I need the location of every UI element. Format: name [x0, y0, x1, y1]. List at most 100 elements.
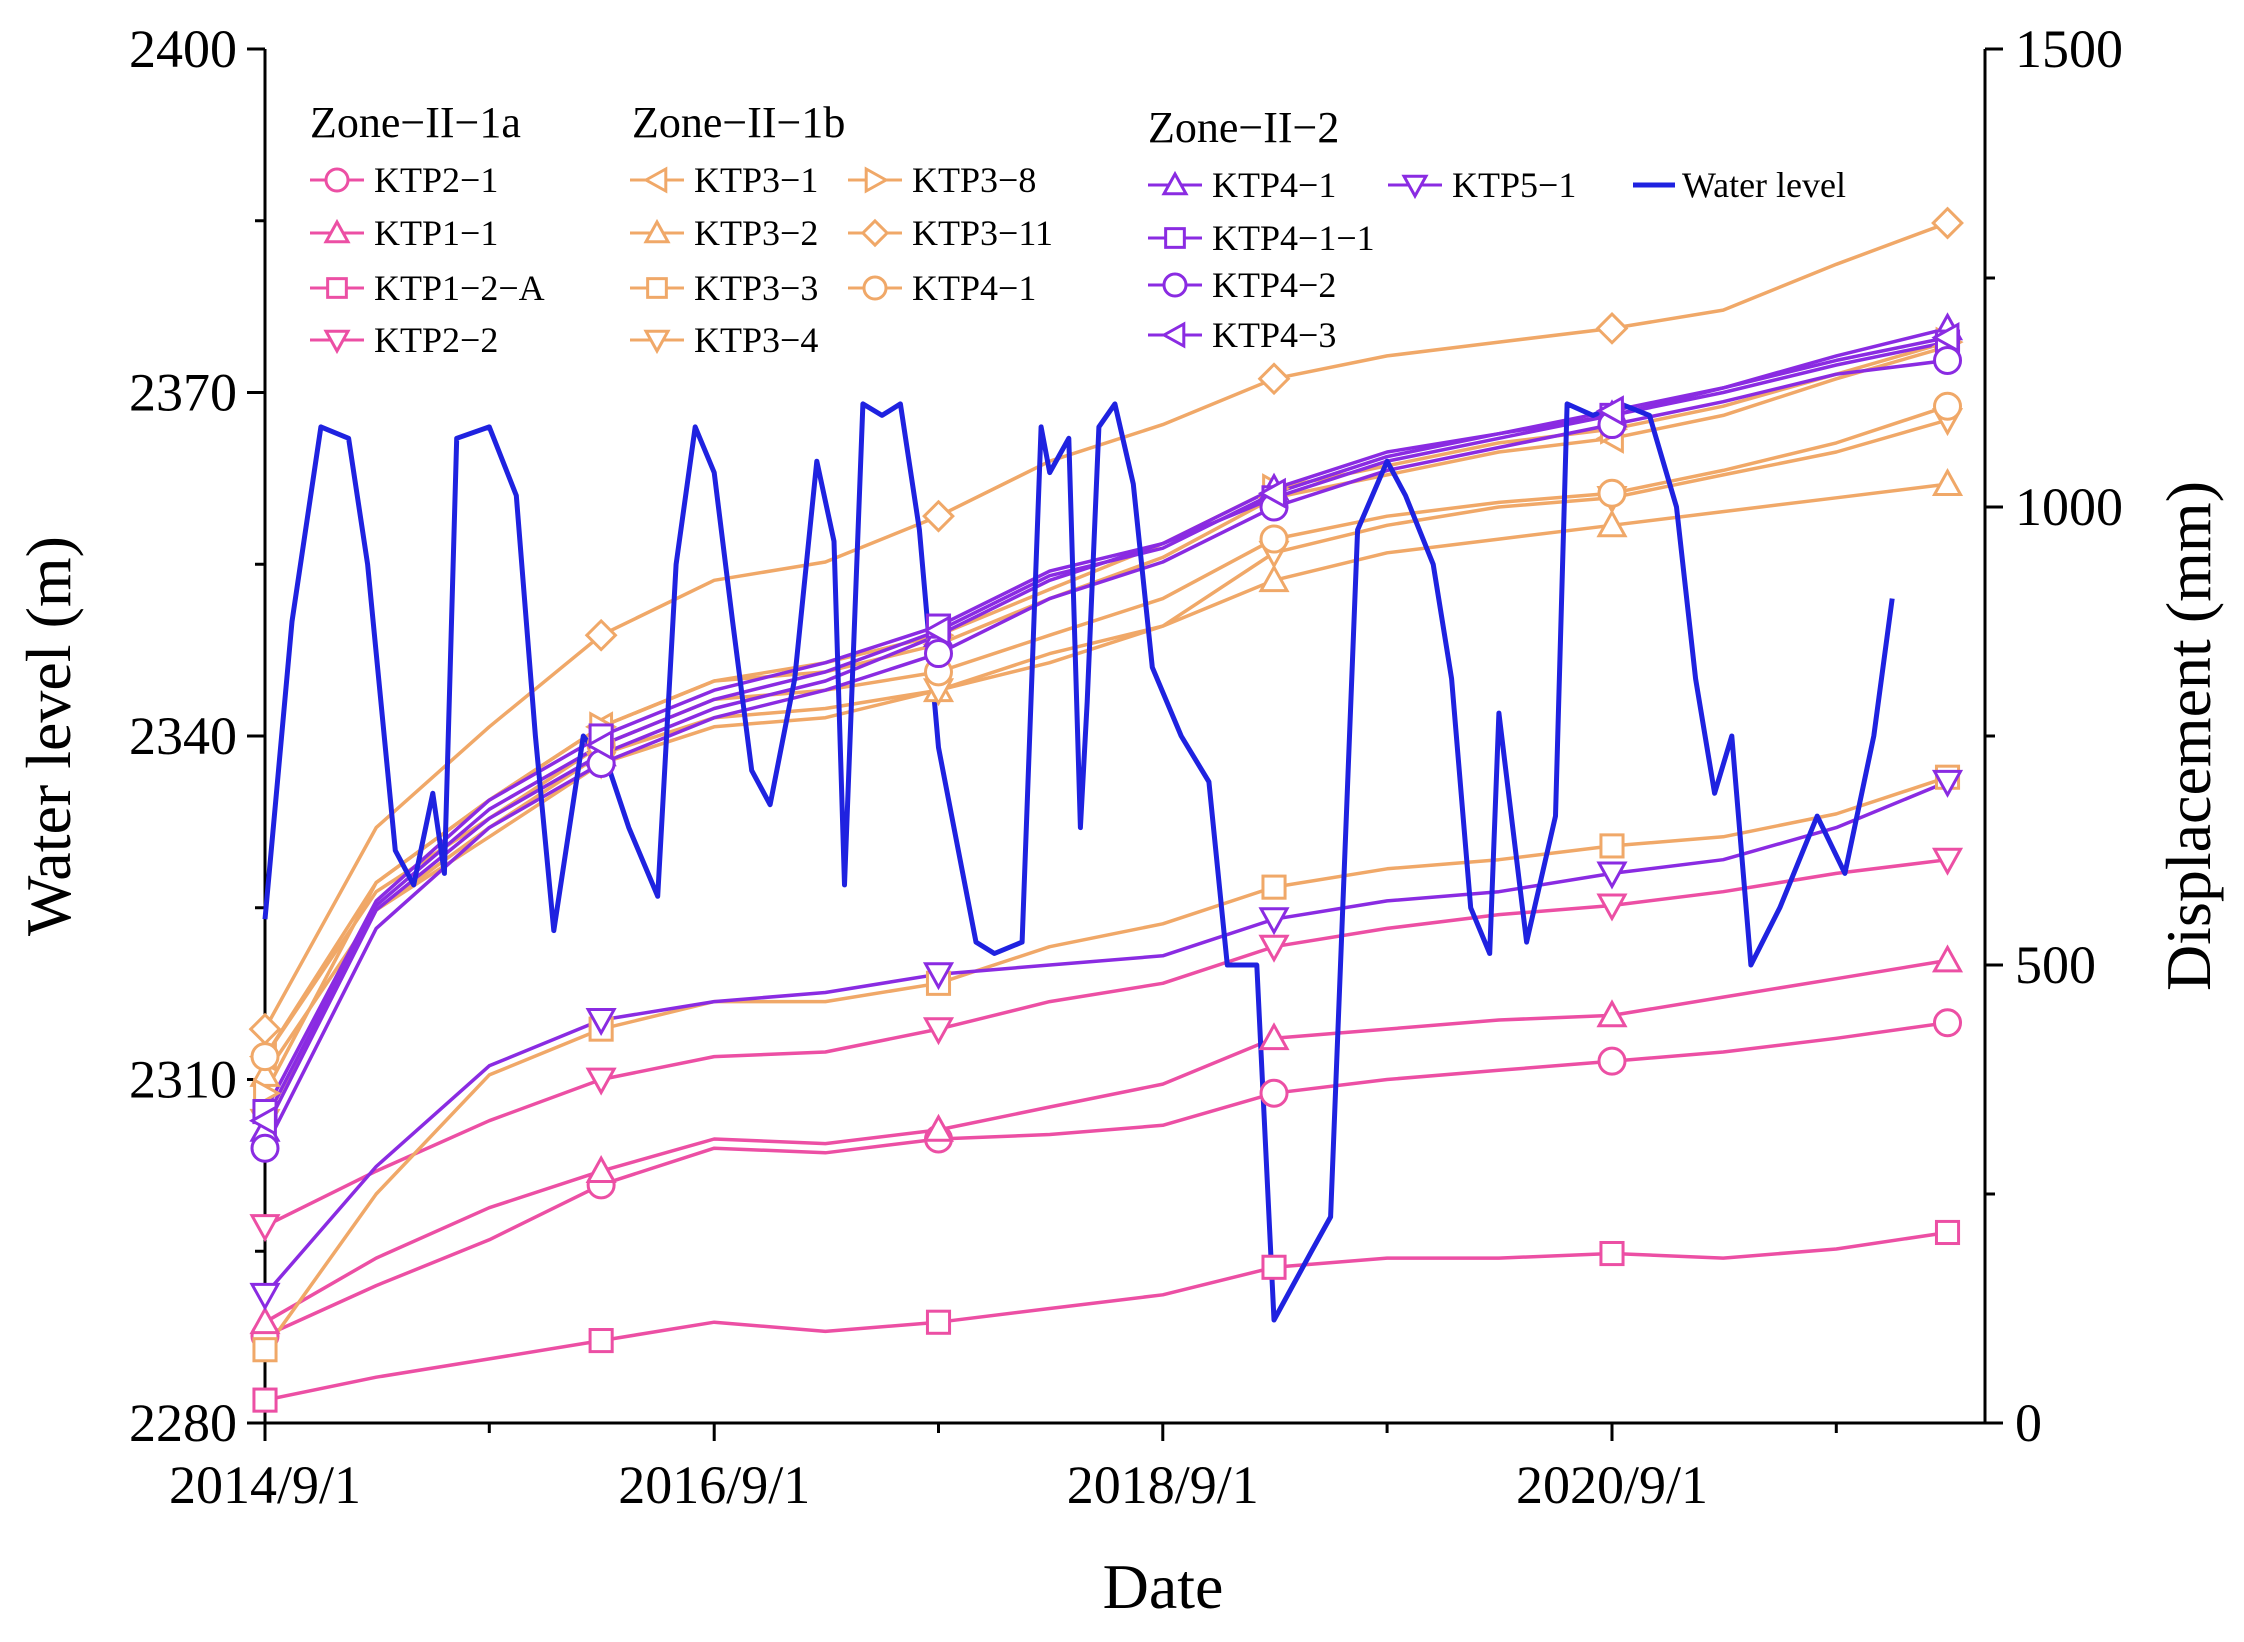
legend-label: KTP4−1 — [1212, 165, 1336, 205]
data-point-ktp2-2 — [585, 1067, 617, 1096]
legend-zone-title: Zone−II−2 — [1148, 103, 1339, 152]
markers-layer — [248, 206, 1964, 1413]
data-point-ktp5-1 — [585, 1008, 617, 1037]
legend-entry-ktp3-8: KTP3−8 — [848, 160, 1036, 200]
legend-entry-ktp2-2: KTP2−2 — [310, 320, 498, 360]
data-point-ktp3-11 — [1257, 362, 1291, 396]
series-line-zone_1a-ktp1-1 — [264, 958, 1948, 1324]
data-point-ktp1-1 — [1258, 1022, 1290, 1051]
legend-marker-ktp3-2 — [643, 218, 671, 244]
x-tick-label: 2018/9/1 — [1067, 1455, 1259, 1515]
left-tick-label: 2370 — [129, 363, 237, 423]
data-point-ktp4-3 — [922, 615, 951, 647]
legend-entry-ktp4-1-1: KTP4−1−1 — [1148, 218, 1375, 258]
legend-marker-ktp3-11 — [860, 218, 890, 248]
data-point-ktp5-1 — [922, 962, 955, 991]
data-point-ktp1-1 — [585, 1155, 617, 1183]
data-point-ktp4-1 — [1259, 524, 1289, 554]
data-point-ktp4-3 — [1257, 477, 1286, 509]
data-point-ktp2-2 — [922, 1017, 955, 1046]
data-point-ktp2-2 — [1258, 934, 1290, 963]
y-axis-title-left: Water level (m) — [13, 536, 84, 936]
data-point-ktp5-1 — [1258, 907, 1290, 936]
x-tick-label: 2016/9/1 — [618, 1455, 810, 1515]
legend-entry-ktp1-1: KTP1−1 — [310, 213, 498, 253]
legend-marker-ktp4-1-1 — [1164, 227, 1186, 249]
legend-label: KTP3−2 — [694, 213, 818, 253]
legend-label: KTP4−2 — [1212, 265, 1336, 305]
legend-entry-ktp3-11: KTP3−11 — [848, 213, 1053, 253]
legend-marker-ktp4-1 — [1161, 170, 1189, 196]
data-point-ktp4-3 — [1931, 321, 1960, 354]
legend-label: KTP5−1 — [1452, 165, 1576, 205]
right-tick-label: 1500 — [2015, 19, 2123, 79]
legend-label: KTP3−11 — [912, 213, 1053, 253]
data-point-ktp1-1 — [922, 1113, 955, 1142]
data-point-ktp2-1 — [1597, 1046, 1627, 1076]
legend-label: KTP2−1 — [374, 160, 498, 200]
left-tick-label: 2310 — [129, 1050, 237, 1110]
legend-marker-ktp4-2 — [1162, 272, 1188, 298]
legend-entry-ktp5-1: KTP5−1 — [1388, 165, 1576, 205]
legend-label: KTP1−1 — [374, 213, 498, 253]
legend-label: KTP3−1 — [694, 160, 818, 200]
series-line-zone_1b-ktp3-8 — [263, 340, 1948, 1095]
legend-entry-ktp2-1: KTP2−1 — [310, 160, 498, 200]
series-line-zone_1b-ktp3-3 — [263, 775, 1949, 1351]
data-point-ktp4-3 — [1595, 395, 1624, 427]
data-point-ktp4-3 — [248, 1105, 277, 1137]
left-tick-label: 2340 — [129, 706, 237, 766]
series-line-zone_1b-ktp3-4 — [263, 418, 1948, 1122]
data-point-ktp2-1 — [1259, 1078, 1289, 1108]
data-point-ktp1-2-a — [1261, 1254, 1287, 1280]
data-point-ktp5-1 — [249, 1282, 281, 1311]
legend-label: KTP3−3 — [694, 268, 818, 308]
data-point-ktp3-11 — [584, 618, 618, 652]
legend: Zone−II−1a Zone−II−1b Zone−II−2 KTP2−1 KTP1−… — [310, 98, 1846, 360]
series-line-water-water-level — [262, 401, 1895, 1323]
series-line-zone_2-ktp4-1 — [263, 326, 1948, 1131]
legend-label: KTP3−4 — [694, 320, 818, 360]
data-point-ktp2-1 — [1933, 1008, 1963, 1038]
legend-marker-ktp2-2 — [323, 329, 351, 355]
legend-entry-ktp4-2: KTP4−2 — [1148, 265, 1336, 305]
series-line-zone_1b-ktp3-2 — [263, 482, 1948, 1076]
data-point-ktp1-2-a — [252, 1387, 278, 1413]
legend-entry-water-level: Water level — [1633, 165, 1846, 205]
data-point-ktp1-2-a — [588, 1328, 614, 1354]
series-layer — [262, 221, 1949, 1402]
data-point-ktp4-2 — [923, 639, 953, 669]
legend-entry-ktp4-3: KTP4−3 — [1148, 315, 1336, 355]
x-axis-title: Date — [1103, 1551, 1224, 1622]
data-point-ktp2-2 — [1931, 847, 1964, 876]
legend-zone-title: Zone−II−1b — [632, 98, 845, 147]
data-point-ktp3-2 — [1258, 564, 1290, 593]
data-point-ktp2-2 — [249, 1214, 281, 1243]
data-point-ktp3-2 — [1931, 468, 1964, 496]
data-point-ktp1-1 — [249, 1306, 281, 1335]
legend-entry-ktp3-2: KTP3−2 — [630, 213, 818, 253]
legend-entry-ktp3-1: KTP3−1 — [630, 160, 818, 200]
data-point-ktp4-3 — [585, 729, 614, 761]
x-tick-label: 2020/9/1 — [1516, 1455, 1708, 1515]
series-line-zone_1a-ktp2-2 — [264, 857, 1948, 1228]
right-tick-label: 1000 — [2015, 477, 2123, 537]
legend-entry-ktp3-4: KTP3−4 — [630, 320, 818, 360]
y-axis-title-right: Displacement (mm) — [2153, 481, 2224, 991]
data-point-ktp4-1 — [1597, 478, 1627, 508]
axes: 2280 2310 2340 2370 2400 0 500 1000 1500 2014/9/1… — [13, 19, 2224, 1622]
legend-entry-ktp1-2-a: KTP1−2−A — [310, 268, 545, 308]
data-point-ktp3-3 — [1261, 874, 1287, 900]
left-tick-label: 2400 — [129, 19, 237, 79]
right-tick-label: 500 — [2015, 935, 2096, 995]
data-point-ktp1-2-a — [925, 1309, 952, 1335]
right-tick-label: 0 — [2015, 1393, 2042, 1453]
data-point-ktp4-2 — [250, 1133, 280, 1163]
legend-marker-ktp5-1 — [1401, 174, 1429, 200]
data-point-ktp3-11 — [1595, 311, 1629, 345]
legend-label: KTP4−3 — [1212, 315, 1336, 355]
data-point-ktp1-2-a — [1934, 1219, 1961, 1246]
legend-label: Water level — [1682, 165, 1846, 205]
left-tick-label: 2280 — [129, 1393, 237, 1453]
